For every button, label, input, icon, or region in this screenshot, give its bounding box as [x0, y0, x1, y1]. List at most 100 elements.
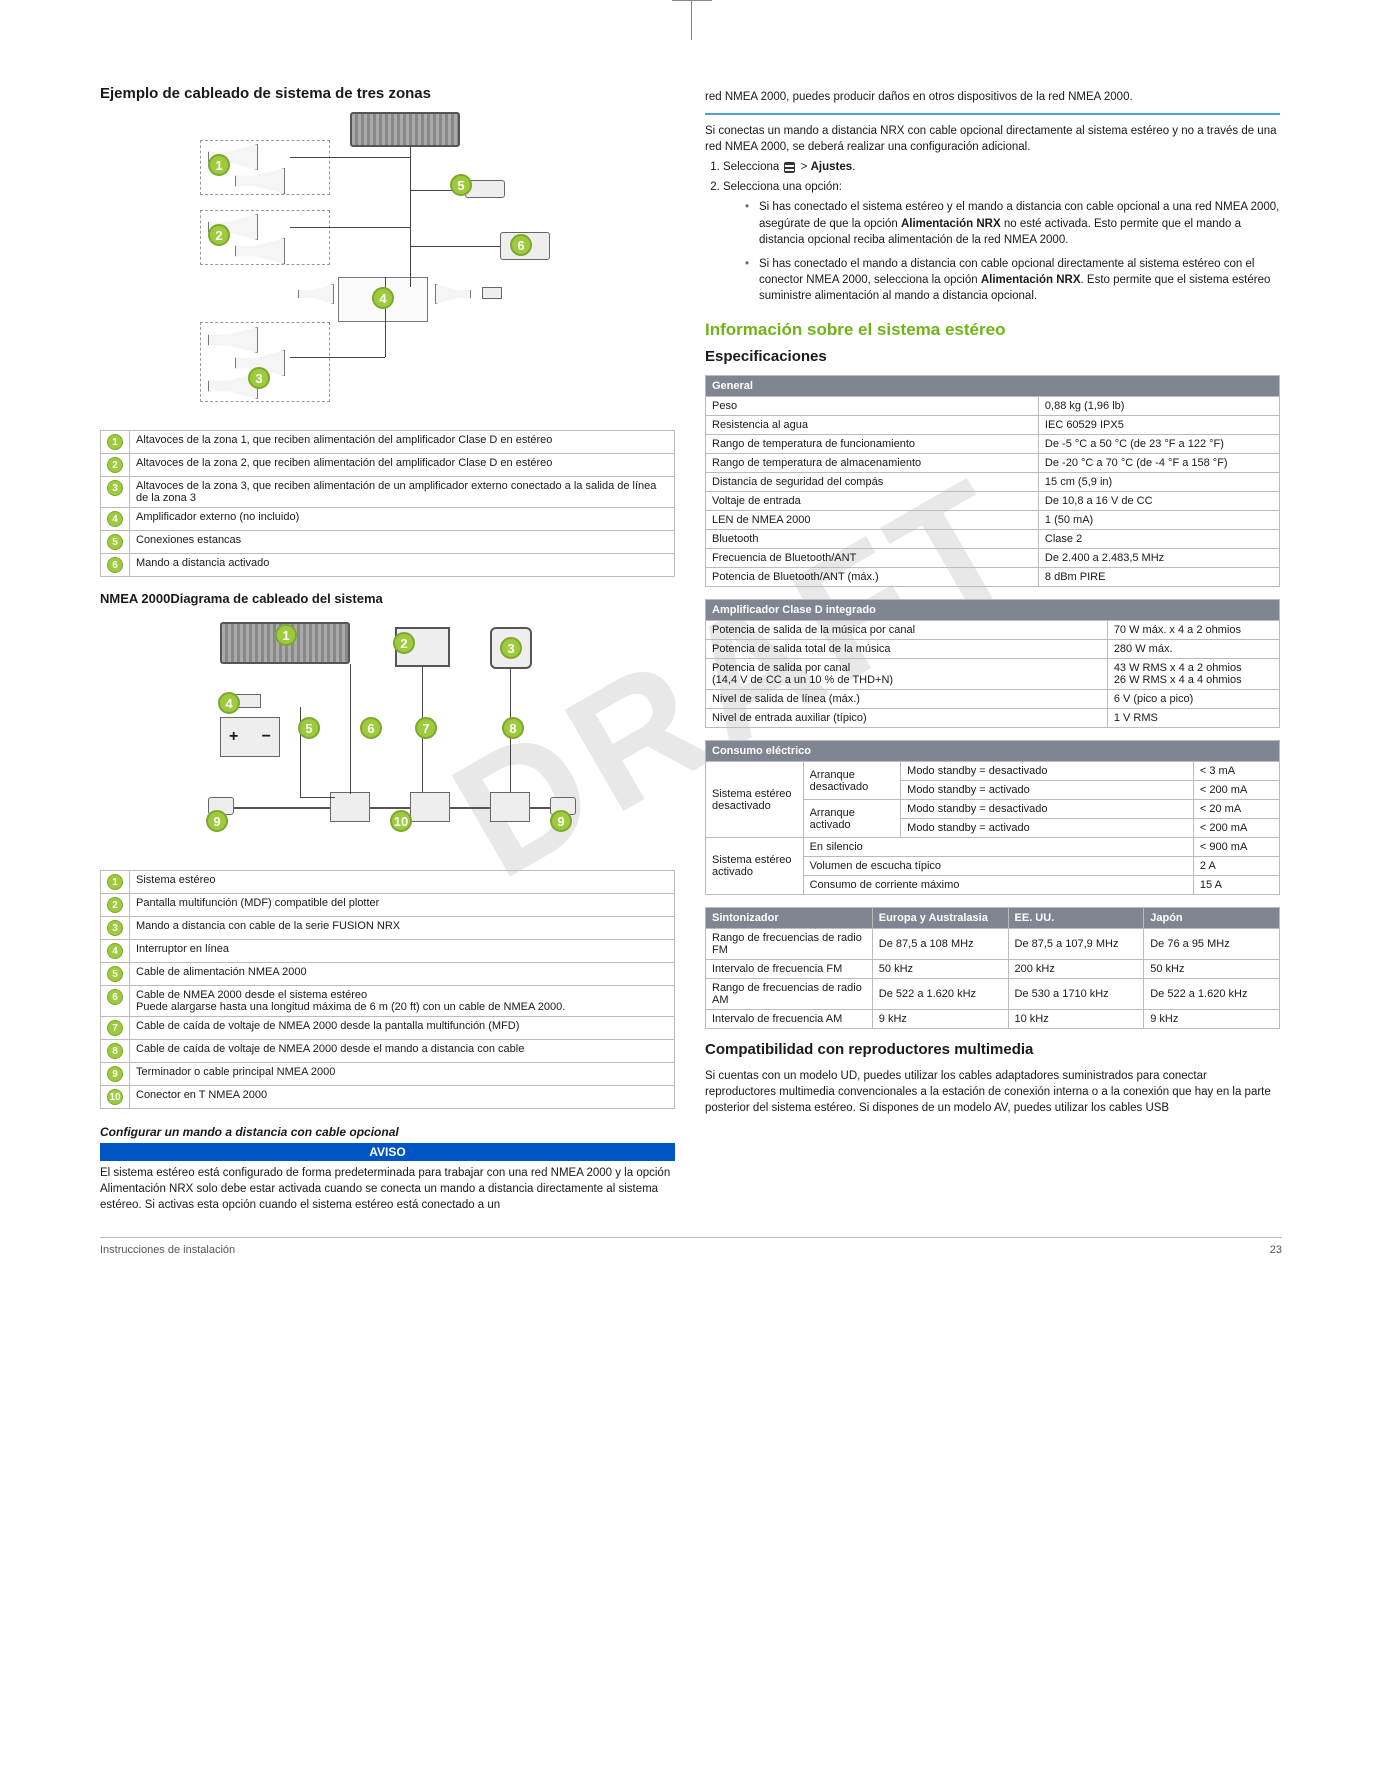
spec-cell: Modo standby = activado [901, 781, 1194, 800]
step1-sep: > [797, 161, 810, 173]
legend-badge-cell: 4 [101, 508, 130, 531]
spec-cell: < 20 mA [1193, 800, 1279, 819]
legend-badge-cell: 7 [101, 1017, 130, 1040]
legend-text: Altavoces de la zona 2, que reciben alim… [130, 454, 675, 477]
spec-table-tuner: SintonizadorEuropa y AustralasiaEE. UU.J… [705, 907, 1280, 1029]
legend-row: 10Conector en T NMEA 2000 [101, 1086, 675, 1109]
legend-badge-cell: 6 [101, 554, 130, 577]
spec-header: Japón [1144, 908, 1280, 929]
left-column: Ejemplo de cableado de sistema de tres z… [100, 85, 675, 1217]
legend-badge-cell: 5 [101, 531, 130, 554]
spec-row: Sistema estéreo activadoEn silencio< 900… [706, 838, 1280, 857]
legend-row: 1 Altavoces de la zona 1, que reciben ali… [101, 431, 675, 454]
callout-3: 3 [248, 367, 270, 389]
paragraph-nrx-config: Si conectas un mando a distancia NRX con… [705, 123, 1280, 155]
spec-cell: Distancia de seguridad del compás [706, 473, 1039, 492]
spec-cell: < 3 mA [1193, 762, 1279, 781]
callout-2: 2 [393, 632, 415, 654]
legend-badge-cell: 10 [101, 1086, 130, 1109]
step2-text: Selecciona una opción: [723, 181, 842, 193]
spec-cell: LEN de NMEA 2000 [706, 511, 1039, 530]
spec-cell: 6 V (pico a pico) [1107, 690, 1279, 709]
spec-cell: Potencia de salida por canal (14,4 V de … [706, 659, 1108, 690]
callout-2: 2 [208, 224, 230, 246]
legend-text: Sistema estéreo [130, 871, 675, 894]
spec-row: Distancia de seguridad del compás15 cm (… [706, 473, 1280, 492]
spec-table-general: GeneralPeso0,88 kg (1,96 lb)Resistencia … [705, 375, 1280, 587]
spec-cell: Sistema estéreo desactivado [706, 762, 804, 838]
step-1: Selecciona > Ajustes. [723, 159, 1280, 175]
callout-badge-4: 4 [107, 511, 123, 527]
spec-cell: Rango de temperatura de almacenamiento [706, 454, 1039, 473]
spec-cell: < 900 mA [1193, 838, 1279, 857]
spec-cell: 50 kHz [1144, 960, 1280, 979]
spec-cell: 9 kHz [1144, 1010, 1280, 1029]
spec-header: Amplificador Clase D integrado [706, 600, 1280, 621]
callout-4: 4 [372, 287, 394, 309]
step1-text: Selecciona [723, 161, 782, 173]
spec-row: Potencia de Bluetooth/ANT (máx.)8 dBm PI… [706, 568, 1280, 587]
spec-cell: 15 cm (5,9 in) [1038, 473, 1279, 492]
spec-cell: Intervalo de frecuencia AM [706, 1010, 873, 1029]
callout-badge-4: 4 [107, 943, 123, 959]
t-connector-icon [490, 792, 530, 822]
legend-badge-cell: 1 [101, 431, 130, 454]
diagram-nmea2000: + − 1 2 3 4 [100, 612, 675, 862]
bullet2-b: Alimentación NRX [981, 274, 1081, 286]
legend-text: Cable de alimentación NMEA 2000 [130, 963, 675, 986]
callout-6: 6 [360, 717, 382, 739]
legend-text: Mando a distancia activado [130, 554, 675, 577]
spec-header: General [706, 376, 1280, 397]
callout-badge-5: 5 [107, 534, 123, 550]
spec-cell: De -20 °C a 70 °C (de -4 °F a 158 °F) [1038, 454, 1279, 473]
callout-1: 1 [208, 154, 230, 176]
paragraph-aviso-body: El sistema estéreo está configurado de f… [100, 1165, 675, 1213]
legend-text: Altavoces de la zona 1, que reciben alim… [130, 431, 675, 454]
legend-badge-cell: 1 [101, 871, 130, 894]
spec-cell: Modo standby = desactivado [901, 800, 1194, 819]
callout-8: 8 [502, 717, 524, 739]
step1-bold: Ajustes [811, 161, 853, 173]
bullet1-b: Alimentación NRX [901, 218, 1001, 230]
spec-cell: 10 kHz [1008, 1010, 1144, 1029]
legend-text: Conector en T NMEA 2000 [130, 1086, 675, 1109]
t-connector-icon [330, 792, 370, 822]
option-bullets: Si has conectado el sistema estéreo y el… [723, 199, 1280, 304]
callout-6: 6 [510, 234, 532, 256]
legend-row: 4Interruptor en línea [101, 940, 675, 963]
spec-header: Sintonizador [706, 908, 873, 929]
legend-row: 2 Altavoces de la zona 2, que reciben ali… [101, 454, 675, 477]
spec-row: Nivel de entrada auxiliar (típico)1 V RM… [706, 709, 1280, 728]
spec-row: BluetoothClase 2 [706, 530, 1280, 549]
callout-badge-2: 2 [107, 457, 123, 473]
spec-cell: 15 A [1193, 876, 1279, 895]
spec-row: Rango de frecuencias de radio AMDe 522 a… [706, 979, 1280, 1010]
spec-cell: Arranque desactivado [803, 762, 901, 800]
callout-1: 1 [275, 624, 297, 646]
divider [705, 113, 1280, 115]
callout-9b: 9 [550, 810, 572, 832]
spec-row: Intervalo de frecuencia AM9 kHz10 kHz9 k… [706, 1010, 1280, 1029]
menu-icon [784, 162, 795, 173]
spec-row: Rango de temperatura de almacenamientoDe… [706, 454, 1280, 473]
spec-row: Potencia de salida de la música por cana… [706, 621, 1280, 640]
spec-cell: < 200 mA [1193, 781, 1279, 800]
legend-row: 7Cable de caída de voltaje de NMEA 2000 … [101, 1017, 675, 1040]
spec-header: Europa y Australasia [872, 908, 1008, 929]
legend-badge-cell: 6 [101, 986, 130, 1017]
spec-row: LEN de NMEA 20001 (50 mA) [706, 511, 1280, 530]
callout-badge-9: 9 [107, 1066, 123, 1082]
callout-badge-5: 5 [107, 966, 123, 982]
legend-text: Mando a distancia con cable de la serie … [130, 917, 675, 940]
legend-row: 6Cable de NMEA 2000 desde el sistema est… [101, 986, 675, 1017]
legend-text: Pantalla multifunción (MDF) compatible d… [130, 894, 675, 917]
legend-badge-cell: 9 [101, 1063, 130, 1086]
spec-row: Peso0,88 kg (1,96 lb) [706, 397, 1280, 416]
callout-badge-1: 1 [107, 434, 123, 450]
stereo-unit-icon [350, 112, 460, 147]
legend-table-nmea: 1Sistema estéreo 2 Pantalla multifunción (… [100, 870, 675, 1109]
spec-cell: 200 kHz [1008, 960, 1144, 979]
legend-text: Cable de caída de voltaje de NMEA 2000 d… [130, 1017, 675, 1040]
bullet-option-1: Si has conectado el sistema estéreo y el… [759, 199, 1280, 247]
callout-badge-2: 2 [107, 897, 123, 913]
